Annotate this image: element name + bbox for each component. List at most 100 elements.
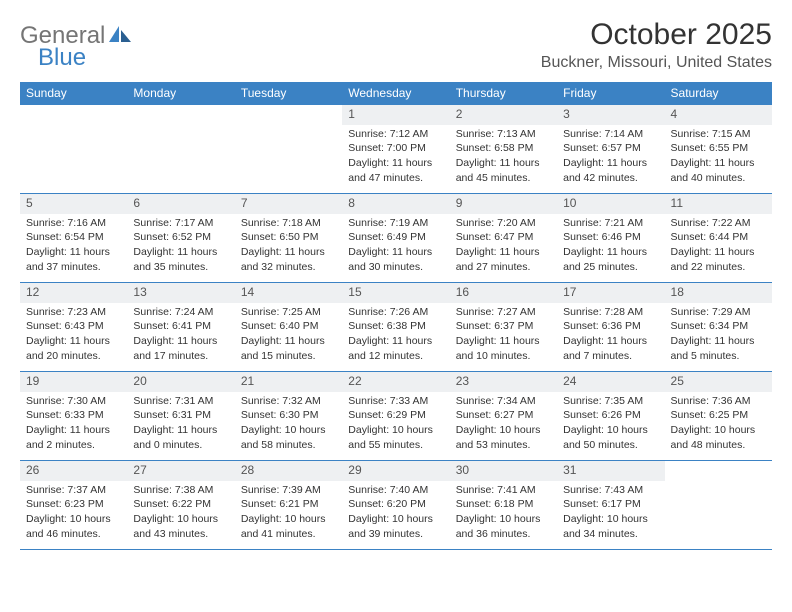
header: General Blue October 2025 Buckner, Misso… — [20, 18, 772, 72]
day-body: Sunrise: 7:35 AMSunset: 6:26 PMDaylight:… — [557, 392, 664, 460]
day-body: Sunrise: 7:20 AMSunset: 6:47 PMDaylight:… — [450, 214, 557, 282]
day-number: 17 — [557, 283, 664, 303]
weekday-header: Sunday — [20, 82, 127, 104]
day-sr: Sunrise: 7:43 AM — [563, 484, 658, 498]
day-number: 27 — [127, 461, 234, 481]
day-dl2: and 43 minutes. — [133, 528, 228, 542]
day-number: 19 — [20, 372, 127, 392]
day-dl2: and 48 minutes. — [671, 439, 766, 453]
day-sr: Sunrise: 7:28 AM — [563, 306, 658, 320]
day-cell: 27Sunrise: 7:38 AMSunset: 6:22 PMDayligh… — [127, 461, 234, 549]
day-number: 7 — [235, 194, 342, 214]
logo-text-blue: Blue — [38, 44, 86, 72]
day-sr: Sunrise: 7:27 AM — [456, 306, 551, 320]
week-row: 19Sunrise: 7:30 AMSunset: 6:33 PMDayligh… — [20, 371, 772, 460]
calendar-grid: SundayMondayTuesdayWednesdayThursdayFrid… — [20, 82, 772, 550]
day-cell — [235, 105, 342, 193]
week-row: 26Sunrise: 7:37 AMSunset: 6:23 PMDayligh… — [20, 460, 772, 550]
day-sr: Sunrise: 7:31 AM — [133, 395, 228, 409]
day-ss: Sunset: 6:31 PM — [133, 409, 228, 423]
day-dl2: and 22 minutes. — [671, 261, 766, 275]
day-cell: 6Sunrise: 7:17 AMSunset: 6:52 PMDaylight… — [127, 194, 234, 282]
day-body: Sunrise: 7:30 AMSunset: 6:33 PMDaylight:… — [20, 392, 127, 460]
day-sr: Sunrise: 7:26 AM — [348, 306, 443, 320]
day-sr: Sunrise: 7:32 AM — [241, 395, 336, 409]
day-dl1: Daylight: 11 hours — [563, 246, 658, 260]
day-number: 18 — [665, 283, 772, 303]
weekday-header: Monday — [127, 82, 234, 104]
day-dl1: Daylight: 11 hours — [456, 335, 551, 349]
day-number: 4 — [665, 105, 772, 125]
day-ss: Sunset: 6:43 PM — [26, 320, 121, 334]
day-number: 15 — [342, 283, 449, 303]
day-sr: Sunrise: 7:30 AM — [26, 395, 121, 409]
day-sr: Sunrise: 7:20 AM — [456, 217, 551, 231]
day-dl1: Daylight: 11 hours — [563, 335, 658, 349]
day-number: 31 — [557, 461, 664, 481]
day-sr: Sunrise: 7:19 AM — [348, 217, 443, 231]
day-dl2: and 53 minutes. — [456, 439, 551, 453]
day-body: Sunrise: 7:25 AMSunset: 6:40 PMDaylight:… — [235, 303, 342, 371]
day-number: 11 — [665, 194, 772, 214]
day-number: 5 — [20, 194, 127, 214]
day-cell: 13Sunrise: 7:24 AMSunset: 6:41 PMDayligh… — [127, 283, 234, 371]
day-sr: Sunrise: 7:35 AM — [563, 395, 658, 409]
day-number — [665, 461, 772, 465]
day-cell: 14Sunrise: 7:25 AMSunset: 6:40 PMDayligh… — [235, 283, 342, 371]
day-sr: Sunrise: 7:24 AM — [133, 306, 228, 320]
day-body: Sunrise: 7:15 AMSunset: 6:55 PMDaylight:… — [665, 125, 772, 193]
day-ss: Sunset: 6:27 PM — [456, 409, 551, 423]
day-dl1: Daylight: 11 hours — [671, 335, 766, 349]
day-dl2: and 47 minutes. — [348, 172, 443, 186]
day-ss: Sunset: 6:58 PM — [456, 142, 551, 156]
day-cell: 9Sunrise: 7:20 AMSunset: 6:47 PMDaylight… — [450, 194, 557, 282]
day-body: Sunrise: 7:36 AMSunset: 6:25 PMDaylight:… — [665, 392, 772, 460]
day-ss: Sunset: 6:22 PM — [133, 498, 228, 512]
page-title: October 2025 — [541, 18, 772, 52]
day-cell: 8Sunrise: 7:19 AMSunset: 6:49 PMDaylight… — [342, 194, 449, 282]
day-ss: Sunset: 6:18 PM — [456, 498, 551, 512]
day-body: Sunrise: 7:33 AMSunset: 6:29 PMDaylight:… — [342, 392, 449, 460]
day-number: 26 — [20, 461, 127, 481]
day-body: Sunrise: 7:37 AMSunset: 6:23 PMDaylight:… — [20, 481, 127, 549]
day-dl1: Daylight: 11 hours — [671, 157, 766, 171]
day-body: Sunrise: 7:19 AMSunset: 6:49 PMDaylight:… — [342, 214, 449, 282]
day-dl2: and 46 minutes. — [26, 528, 121, 542]
weekday-header-row: SundayMondayTuesdayWednesdayThursdayFrid… — [20, 82, 772, 104]
day-body: Sunrise: 7:23 AMSunset: 6:43 PMDaylight:… — [20, 303, 127, 371]
day-body: Sunrise: 7:40 AMSunset: 6:20 PMDaylight:… — [342, 481, 449, 549]
day-cell: 24Sunrise: 7:35 AMSunset: 6:26 PMDayligh… — [557, 372, 664, 460]
day-number: 6 — [127, 194, 234, 214]
day-cell: 2Sunrise: 7:13 AMSunset: 6:58 PMDaylight… — [450, 105, 557, 193]
day-cell: 7Sunrise: 7:18 AMSunset: 6:50 PMDaylight… — [235, 194, 342, 282]
day-ss: Sunset: 6:21 PM — [241, 498, 336, 512]
day-number: 29 — [342, 461, 449, 481]
day-number — [20, 105, 127, 109]
day-sr: Sunrise: 7:37 AM — [26, 484, 121, 498]
day-dl1: Daylight: 10 hours — [348, 424, 443, 438]
day-cell — [20, 105, 127, 193]
day-dl2: and 0 minutes. — [133, 439, 228, 453]
day-body: Sunrise: 7:24 AMSunset: 6:41 PMDaylight:… — [127, 303, 234, 371]
day-number: 8 — [342, 194, 449, 214]
day-body: Sunrise: 7:34 AMSunset: 6:27 PMDaylight:… — [450, 392, 557, 460]
title-block: October 2025 Buckner, Missouri, United S… — [541, 18, 772, 72]
day-dl1: Daylight: 11 hours — [241, 335, 336, 349]
day-ss: Sunset: 6:49 PM — [348, 231, 443, 245]
day-ss: Sunset: 6:30 PM — [241, 409, 336, 423]
day-number: 23 — [450, 372, 557, 392]
day-ss: Sunset: 6:25 PM — [671, 409, 766, 423]
day-cell: 17Sunrise: 7:28 AMSunset: 6:36 PMDayligh… — [557, 283, 664, 371]
day-dl1: Daylight: 11 hours — [348, 246, 443, 260]
week-row: 5Sunrise: 7:16 AMSunset: 6:54 PMDaylight… — [20, 193, 772, 282]
weekday-header: Friday — [557, 82, 664, 104]
day-dl1: Daylight: 11 hours — [348, 335, 443, 349]
day-number: 9 — [450, 194, 557, 214]
day-number: 14 — [235, 283, 342, 303]
day-sr: Sunrise: 7:13 AM — [456, 128, 551, 142]
day-dl1: Daylight: 11 hours — [26, 424, 121, 438]
day-ss: Sunset: 6:44 PM — [671, 231, 766, 245]
day-dl2: and 37 minutes. — [26, 261, 121, 275]
day-cell: 4Sunrise: 7:15 AMSunset: 6:55 PMDaylight… — [665, 105, 772, 193]
day-body: Sunrise: 7:43 AMSunset: 6:17 PMDaylight:… — [557, 481, 664, 549]
